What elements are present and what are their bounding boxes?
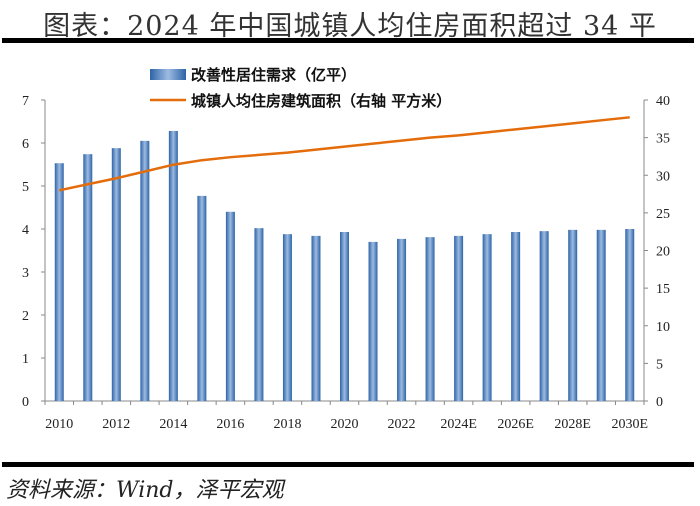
chart-title: 图表：2024 年中国城镇人均住房面积超过 34 平 [43, 11, 657, 42]
x-tick-label: 2018 [273, 417, 301, 432]
right-tick-label: 20 [656, 245, 670, 260]
legend-bar-swatch [150, 69, 186, 80]
bar [625, 229, 635, 401]
right-tick-label: 15 [656, 282, 670, 297]
bar [539, 231, 549, 401]
x-tick-label: 2022 [388, 417, 416, 432]
x-tick-label: 2024E [440, 417, 477, 432]
bar [397, 238, 407, 401]
bar [511, 232, 521, 401]
bar [225, 211, 235, 401]
x-tick-label: 2020 [331, 417, 359, 432]
bar [254, 228, 264, 401]
legend-bar-label: 改善性居住需求（亿平） [191, 66, 356, 84]
bar [54, 163, 64, 401]
bar [197, 195, 207, 401]
source-note: 资料来源：Wind，泽平宏观 [6, 478, 284, 503]
bar [340, 232, 349, 401]
x-tick-label: 2030E [611, 417, 648, 432]
right-tick-label: 40 [656, 94, 670, 109]
left-tick-label: 6 [22, 137, 29, 152]
bar [425, 237, 435, 401]
bar [140, 140, 150, 401]
left-tick-label: 2 [22, 309, 29, 324]
bar [596, 229, 606, 401]
x-tick-label: 2028E [554, 417, 591, 432]
left-tick-label: 3 [22, 266, 29, 281]
bar [454, 235, 464, 401]
left-tick-label: 7 [22, 94, 29, 109]
x-tick-label: 2010 [45, 417, 73, 432]
x-tick-label: 2014 [159, 417, 187, 432]
bottom-rule [2, 462, 694, 467]
left-tick-label: 0 [22, 395, 29, 410]
x-tick-label: 2012 [102, 417, 130, 432]
bar [83, 154, 93, 401]
bar [482, 234, 492, 401]
bar [368, 241, 378, 401]
bar [111, 148, 121, 401]
bar [168, 130, 178, 401]
bar [311, 235, 321, 401]
legend-line-label: 城镇人均住房建筑面积（右轴 平方米） [191, 92, 451, 110]
right-tick-label: 25 [656, 207, 670, 222]
bar [568, 229, 578, 401]
right-tick-label: 0 [656, 395, 663, 410]
right-tick-label: 30 [656, 169, 670, 184]
right-tick-label: 35 [656, 132, 670, 147]
x-tick-label: 2016 [216, 417, 244, 432]
x-tick-label: 2026E [497, 417, 534, 432]
right-tick-label: 10 [656, 320, 670, 335]
top-rule [2, 38, 694, 43]
right-tick-label: 5 [656, 357, 663, 372]
left-tick-label: 1 [22, 352, 29, 367]
bar [282, 234, 292, 401]
left-tick-label: 4 [22, 223, 29, 238]
left-tick-label: 5 [22, 180, 29, 195]
